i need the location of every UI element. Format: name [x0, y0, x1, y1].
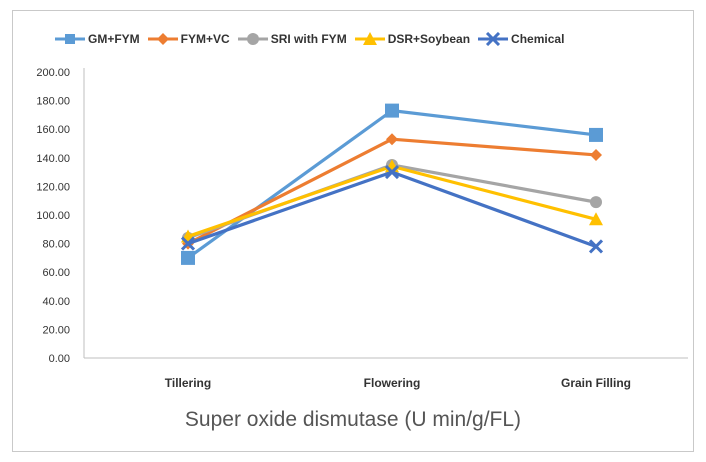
series-line — [188, 166, 596, 236]
x-tick-label: Grain Filling — [561, 376, 631, 390]
y-tick-label: 20.00 — [42, 324, 70, 336]
data-point — [181, 251, 195, 265]
data-point — [589, 128, 603, 142]
series-line — [188, 165, 596, 238]
y-tick-label: 100.00 — [36, 210, 70, 222]
x-tick-label: Flowering — [364, 376, 421, 390]
y-tick-label: 0.00 — [49, 353, 70, 365]
x-tick-label: Tillering — [165, 376, 211, 390]
series-line — [188, 111, 596, 258]
y-tick-label: 120.00 — [36, 181, 70, 193]
y-tick-label: 60.00 — [42, 267, 70, 279]
y-tick-label: 180.00 — [36, 96, 70, 108]
data-point — [590, 149, 602, 161]
data-point — [590, 196, 602, 208]
y-tick-label: 40.00 — [42, 296, 70, 308]
y-tick-label: 140.00 — [36, 153, 70, 165]
y-tick-label: 200.00 — [36, 67, 70, 79]
series-line — [188, 172, 596, 246]
data-point — [386, 133, 398, 145]
y-tick-label: 160.00 — [36, 124, 70, 136]
y-tick-label: 80.00 — [42, 239, 70, 251]
data-point — [385, 104, 399, 118]
x-axis-label: Super oxide dismutase (U min/g/FL) — [0, 408, 706, 432]
